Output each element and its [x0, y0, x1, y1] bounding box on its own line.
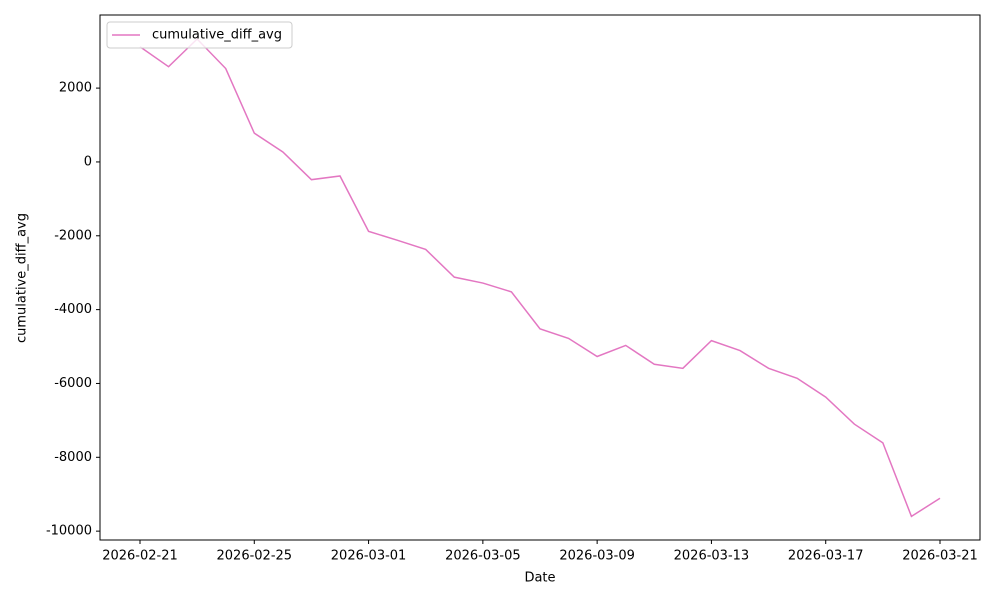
x-tick-label: 2026-03-05	[445, 549, 521, 564]
legend-label: cumulative_diff_avg	[152, 28, 282, 43]
x-tick-label: 2026-03-13	[674, 549, 750, 564]
y-tick-label: -6000	[54, 376, 92, 391]
x-tick-label: 2026-03-21	[902, 549, 978, 564]
x-tick-label: 2026-02-25	[217, 549, 293, 564]
y-tick-label: -10000	[46, 524, 92, 539]
y-tick-label: 2000	[59, 81, 92, 96]
x-axis-label: Date	[524, 571, 555, 586]
line	[139, 37, 941, 518]
x-tick-label: 2026-02-21	[102, 549, 178, 564]
y-axis-label: cumulative_diff_avg	[15, 213, 30, 343]
x-tick-label: 2026-03-17	[788, 549, 864, 564]
x-tick-label: 2026-03-01	[331, 549, 407, 564]
plot-frame	[99, 14, 981, 541]
y-tick-label: -2000	[54, 228, 92, 243]
y-tick-label: -4000	[54, 302, 92, 317]
y-tick-label: -8000	[54, 450, 92, 465]
y-tick-label: 0	[84, 154, 92, 169]
x-tick-label: 2026-03-09	[559, 549, 635, 564]
legend	[106, 21, 293, 49]
